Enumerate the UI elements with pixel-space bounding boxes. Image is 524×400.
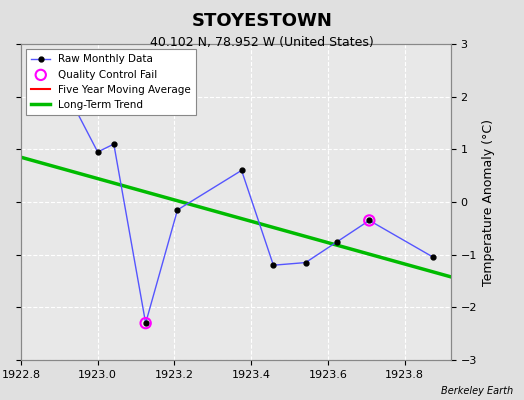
Quality Control Fail [141,320,150,326]
Raw Monthly Data [174,208,181,212]
Text: STOYESTOWN: STOYESTOWN [192,12,332,30]
Raw Monthly Data [94,150,101,154]
Line: Raw Monthly Data: Raw Monthly Data [47,57,436,326]
Raw Monthly Data [111,142,117,146]
Raw Monthly Data [302,260,309,265]
Raw Monthly Data [238,168,245,173]
Raw Monthly Data [430,255,436,260]
Raw Monthly Data [270,263,277,268]
Y-axis label: Temperature Anomaly (°C): Temperature Anomaly (°C) [483,118,495,286]
Raw Monthly Data [143,321,149,326]
Text: Berkeley Earth: Berkeley Earth [441,386,514,396]
Raw Monthly Data [334,239,341,244]
Text: 40.102 N, 78.952 W (United States): 40.102 N, 78.952 W (United States) [150,36,374,49]
Legend: Raw Monthly Data, Quality Control Fail, Five Year Moving Average, Long-Term Tren: Raw Monthly Data, Quality Control Fail, … [26,49,196,115]
Quality Control Fail [365,217,374,224]
Raw Monthly Data [47,57,53,62]
Raw Monthly Data [366,218,373,223]
